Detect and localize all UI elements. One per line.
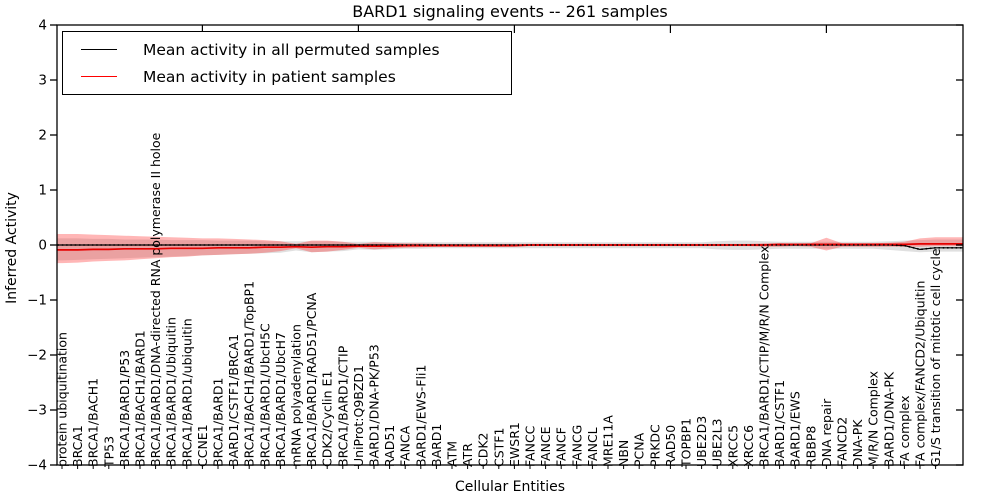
x-tick-label: RAD50 xyxy=(663,425,678,467)
x-tick-label: G1/S transition of mitotic cell cycle xyxy=(928,248,943,467)
x-tick-label: FANCD2 xyxy=(835,417,850,467)
x-tick-label: RBBP8 xyxy=(803,426,818,467)
legend: Mean activity in all permuted samples Me… xyxy=(62,31,512,95)
x-tick-label: BRCA1/BARD1/DNA-directed RNA polymerase … xyxy=(148,132,163,467)
x-tick-label: BRCA1/BARD1/P53 xyxy=(117,350,132,467)
y-tick-label: −4 xyxy=(27,458,47,474)
x-tick-label: BRCA1/BACH1 xyxy=(86,378,101,467)
permuted-line-swatch-icon xyxy=(81,49,117,50)
x-tick-label: BRCA1/BACH1/BARD1/TopBP1 xyxy=(242,281,257,467)
x-tick-label: PRKDC xyxy=(647,424,662,467)
x-tick-label: TOPBP1 xyxy=(679,418,694,468)
y-tick-label: 3 xyxy=(38,73,47,89)
legend-item-patient: Mean activity in patient samples xyxy=(63,64,511,90)
y-tick-label: 2 xyxy=(38,128,47,144)
x-tick-label: FANCF xyxy=(554,427,569,467)
x-tick-label: BARD1/CSTF1/BRCA1 xyxy=(226,334,241,467)
x-tick-label: BRCA1/BARD1/CTIP/M/R/N Complex xyxy=(757,245,772,467)
x-tick-label: FANCA xyxy=(398,425,413,467)
x-tick-label: UniProt:Q9BZD1 xyxy=(351,365,366,467)
x-tick-label: BRCA1/BARD1/CTIP xyxy=(335,345,350,467)
y-axis-label: Inferred Activity xyxy=(4,192,20,304)
x-tick-label: NBN xyxy=(616,440,631,467)
patient-line-swatch-icon xyxy=(81,76,117,77)
x-tick-label: BRCA1/BARD1/UbcH7 xyxy=(273,332,288,467)
x-tick-label: CDK2/Cyclin E1 xyxy=(320,371,335,467)
x-tick-label: FANCL xyxy=(585,427,600,467)
x-tick-label: FA complex xyxy=(897,395,912,467)
x-tick-label: M/R/N Complex xyxy=(866,371,881,467)
x-tick-label: XRCC5 xyxy=(725,425,740,467)
x-tick-label: BARD1 xyxy=(429,424,444,467)
x-tick-label: BARD1/EWS-Fli1 xyxy=(413,365,428,467)
x-tick-label: BARD1/CSTF1 xyxy=(772,380,787,467)
x-tick-label: mRNA polyadenylation xyxy=(289,324,304,467)
x-tick-label: PCNA xyxy=(632,432,647,467)
y-tick-label: 1 xyxy=(38,183,47,199)
x-axis-label: Cellular Entities xyxy=(454,479,566,495)
x-tick-label: UBE2L3 xyxy=(710,419,725,468)
x-tick-label: DNA repair xyxy=(819,398,834,467)
x-tick-label: EWSR1 xyxy=(507,422,522,467)
band-permuted xyxy=(57,238,963,261)
x-tick-label: DNA-PK xyxy=(850,419,865,467)
line-patient xyxy=(57,243,963,251)
x-tick-label: BRCA1/BARD1/Ubiquitin xyxy=(164,317,179,467)
chart-title: BARD1 signaling events -- 261 samples xyxy=(352,2,668,21)
x-tick-label: TP53 xyxy=(101,436,116,468)
x-tick-label: BRCA1/BARD1/UbcH5C xyxy=(257,323,272,467)
x-tick-label: BARD1/EWS xyxy=(788,391,803,467)
x-tick-label: CCNE1 xyxy=(195,424,210,467)
y-tick-label: −3 xyxy=(27,403,47,419)
y-tick-label: −1 xyxy=(27,293,47,309)
x-tick-label: FANCG xyxy=(569,425,584,467)
x-tick-label: BRCA1/BARD1/RAD51/PCNA xyxy=(304,292,319,467)
y-tick-label: −2 xyxy=(27,348,47,364)
x-tick-label: ATR xyxy=(460,443,475,467)
x-tick-label: BARD1/DNA-PK xyxy=(881,371,896,467)
x-tick-label: ATM xyxy=(445,441,460,467)
x-tick-label: protein ubiquitination xyxy=(55,332,70,467)
x-tick-label: CSTF1 xyxy=(491,428,506,467)
x-tick-label: FANCC xyxy=(523,425,538,467)
x-tick-label: XRCC6 xyxy=(741,425,756,467)
x-tick-label: FA complex/FANCD2/Ubiquitin xyxy=(913,281,928,467)
x-tick-label: UBE2D3 xyxy=(694,416,709,467)
legend-label-permuted: Mean activity in all permuted samples xyxy=(143,40,440,59)
x-tick-label: RAD51 xyxy=(382,425,397,467)
x-tick-label: BRCA1/BARD1/ubiquitin xyxy=(179,318,194,467)
x-tick-label: BRCA1 xyxy=(70,425,85,467)
y-tick-label: 4 xyxy=(38,18,47,34)
x-tick-label: BRCA1/BACH1/BARD1 xyxy=(133,330,148,467)
y-tick-label: 0 xyxy=(38,238,47,254)
x-tick-label: BRCA1/BARD1 xyxy=(211,378,226,467)
x-tick-label: BARD1/DNA-PK/P53 xyxy=(367,344,382,467)
x-tick-label: CDK2 xyxy=(476,432,491,467)
x-tick-label: MRE11A xyxy=(601,415,616,467)
x-tick-label: FANCE xyxy=(538,426,553,467)
legend-item-permuted: Mean activity in all permuted samples xyxy=(63,37,511,63)
legend-label-patient: Mean activity in patient samples xyxy=(143,67,396,86)
